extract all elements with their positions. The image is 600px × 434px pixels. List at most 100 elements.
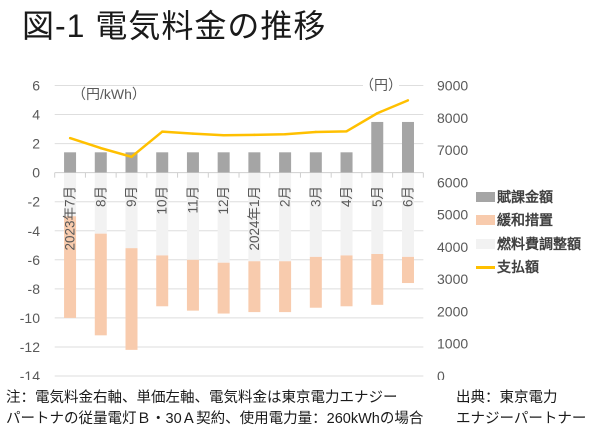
source-line-1: 出典：東京電力 <box>456 390 558 406</box>
bar-fuel-adjustment <box>340 172 353 256</box>
footnote-line-1: 注：電気料金右軸、単価左軸、電気料金は東京電力エナジー <box>6 390 398 406</box>
y-axis-left: 6 4 2 0 -2 -4 -6 -8 -10 -12 -14 <box>20 78 40 381</box>
footnote-line-2: パートナの従量電灯Ｂ・30Ａ契約、使用電力量：260kWhの場合 <box>6 411 424 427</box>
bar-subsidy <box>217 262 230 314</box>
bar-subsidy <box>156 255 169 307</box>
line-payment-point <box>191 132 195 135</box>
line-payment-point <box>161 130 164 133</box>
legend-label-fuel-adjustment: 燃料費調整額 <box>497 235 581 252</box>
source-line-2: エナジーパートナー <box>456 411 587 427</box>
bar-fuel-adjustment <box>156 172 169 256</box>
bar-fuel-adjustment <box>217 172 230 263</box>
line-payment-point <box>345 130 348 133</box>
legend-label-subsidy: 緩和措置 <box>497 212 553 229</box>
bar-subsidy <box>248 261 261 313</box>
x-tick-label: 8月 <box>93 186 108 207</box>
bar-fuel-adjustment <box>186 172 199 260</box>
y-left-tick-label: 0 <box>32 165 40 181</box>
bar-fuel-adjustment <box>248 172 261 262</box>
y-right-tick-label: 9000 <box>437 78 468 94</box>
legend-label-payment: 支払額 <box>497 259 539 276</box>
bar-levy <box>217 152 230 173</box>
bar-levy <box>64 152 77 173</box>
bar-fuel-adjustment <box>94 172 107 234</box>
x-tick-label: 12月 <box>216 186 231 215</box>
bar-subsidy <box>371 253 384 305</box>
bar-levy <box>279 152 292 173</box>
bar-fuel-adjustment <box>125 172 138 249</box>
x-axis-labels: 2023年7月 8月 9月 10月 11月 12月 2024年1月 2月 3月 4月 5月 6月 <box>63 186 416 251</box>
y-right-tick-label: 5000 <box>437 207 468 223</box>
legend-swatch-levy <box>476 191 495 202</box>
y-left-tick-label: 6 <box>32 78 40 94</box>
bar-levy <box>248 152 261 173</box>
bar-subsidy <box>125 248 138 350</box>
x-tick-label: 2024年1月 <box>247 186 262 251</box>
bar-levy <box>309 152 322 173</box>
x-tick-label: 2月 <box>278 186 293 207</box>
line-payment-point <box>99 146 102 150</box>
line-payment-point <box>283 133 287 136</box>
y-right-tick-label: 2000 <box>437 303 468 319</box>
bar-subsidy <box>340 255 353 307</box>
bar-subsidy <box>64 216 77 318</box>
y-left-tick-label: -10 <box>20 310 40 326</box>
legend-swatch-subsidy <box>476 215 495 226</box>
x-tick-label: 11月 <box>185 186 200 214</box>
line-payment-point <box>406 99 410 102</box>
y-right-tick-label: 7000 <box>437 142 468 158</box>
x-tick-label: 4月 <box>339 186 354 207</box>
x-tick-label: 10月 <box>155 186 170 215</box>
y-right-tick-label: 1000 <box>437 336 468 352</box>
bar-fuel-adjustment <box>371 172 384 254</box>
gridlines <box>54 85 424 377</box>
bar-levy <box>401 121 414 173</box>
y-right-unit-label-bg <box>363 76 399 94</box>
legend-item-subsidy: 緩和措置 <box>476 209 598 233</box>
line-payment-point <box>130 155 133 159</box>
legend-item-payment: 支払額 <box>476 256 598 280</box>
x-tick-label: 3月 <box>308 186 323 207</box>
x-tick-label: 6月 <box>400 186 415 207</box>
bar-levy <box>371 121 384 173</box>
bar-subsidy <box>309 256 322 308</box>
y-right-tick-label: 0 <box>437 368 445 380</box>
y-right-tick-label: 3000 <box>437 271 468 287</box>
legend-item-fuel-adjustment: 燃料費調整額 <box>476 232 598 256</box>
bar-subsidy <box>401 256 414 284</box>
y-right-unit-label: （円） <box>360 77 402 93</box>
line-payment-point <box>314 130 318 134</box>
x-tick-label: 2023年7月 <box>63 186 78 251</box>
y-left-tick-label: 2 <box>32 136 40 152</box>
y-left-tick-label: -4 <box>28 223 41 239</box>
legend-item-levy: 賦課金額 <box>476 185 598 209</box>
bar-fuel-adjustment <box>64 172 77 217</box>
x-tick-label: 5月 <box>370 186 385 207</box>
y-left-tick-label: 4 <box>32 107 40 123</box>
legend-label-levy: 賦課金額 <box>497 188 553 205</box>
y-axis-right: 9000 8000 7000 6000 5000 4000 3000 2000 1000 0 <box>437 78 468 381</box>
bar-levy <box>186 152 199 173</box>
y-right-tick-label: 6000 <box>437 174 468 190</box>
legend-swatch-payment <box>476 266 495 269</box>
bars <box>64 121 414 350</box>
bar-levy <box>156 152 169 173</box>
x-tick-label: 9月 <box>124 186 139 207</box>
y-right-tick-label: 8000 <box>437 110 468 126</box>
line-payment <box>69 99 409 159</box>
y-right-tick-label: 4000 <box>437 239 468 255</box>
source-note: 出典：東京電力 エナジーパートナー <box>456 388 586 430</box>
chart-title: 図-1 電気料金の推移 <box>22 8 327 44</box>
line-payment-point <box>253 133 256 137</box>
bar-fuel-adjustment <box>401 172 414 257</box>
bar-levy <box>125 152 138 173</box>
y-left-tick-label: -12 <box>20 339 40 355</box>
y-left-unit-label: （円/kWh） <box>72 86 146 102</box>
line-payment-point <box>222 134 225 137</box>
line-payment-point <box>376 112 379 115</box>
bar-subsidy <box>279 261 292 313</box>
line-payment-point <box>68 136 72 140</box>
y-left-tick-label: -6 <box>28 252 41 268</box>
payment-series <box>68 99 410 159</box>
bar-levy <box>94 152 107 173</box>
